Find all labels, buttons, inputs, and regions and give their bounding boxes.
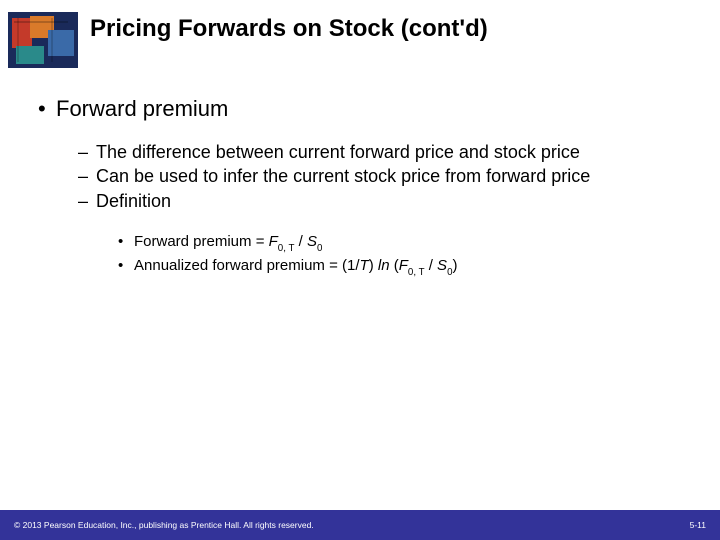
dash-marker: – [78, 140, 96, 164]
bullet-level2-group: – The difference between current forward… [30, 140, 690, 213]
bullet-text: Forward premium [56, 96, 228, 121]
slide-title: Pricing Forwards on Stock (cont'd) [90, 12, 488, 44]
bullet-text: Definition [96, 189, 690, 213]
bullet-level3-group: • Forward premium = F0, T / S0 • Annuali… [30, 231, 690, 279]
formula-text: Annualized forward premium = (1/T) ln (F… [134, 255, 690, 279]
bullet-marker: • [118, 231, 134, 255]
bullet-marker: • [38, 96, 56, 122]
dash-marker: – [78, 189, 96, 213]
bullet-level2: – The difference between current forward… [78, 140, 690, 164]
bullet-level3: • Forward premium = F0, T / S0 [118, 231, 690, 255]
slide-number: 5-11 [690, 520, 706, 530]
bullet-level2: – Can be used to infer the current stock… [78, 164, 690, 188]
dash-marker: – [78, 164, 96, 188]
bullet-level1: •Forward premium [30, 96, 690, 122]
header-decorative-icon [8, 12, 78, 68]
bullet-text: The difference between current forward p… [96, 140, 690, 164]
bullet-marker: • [118, 255, 134, 279]
slide-content: •Forward premium – The difference betwee… [0, 68, 720, 279]
bullet-text: Can be used to infer the current stock p… [96, 164, 690, 188]
copyright-text: © 2013 Pearson Education, Inc., publishi… [14, 520, 314, 530]
formula-text: Forward premium = F0, T / S0 [134, 231, 690, 255]
bullet-level2: – Definition [78, 189, 690, 213]
bullet-level3: • Annualized forward premium = (1/T) ln … [118, 255, 690, 279]
slide-header: Pricing Forwards on Stock (cont'd) [0, 0, 720, 68]
slide-footer: © 2013 Pearson Education, Inc., publishi… [0, 510, 720, 540]
